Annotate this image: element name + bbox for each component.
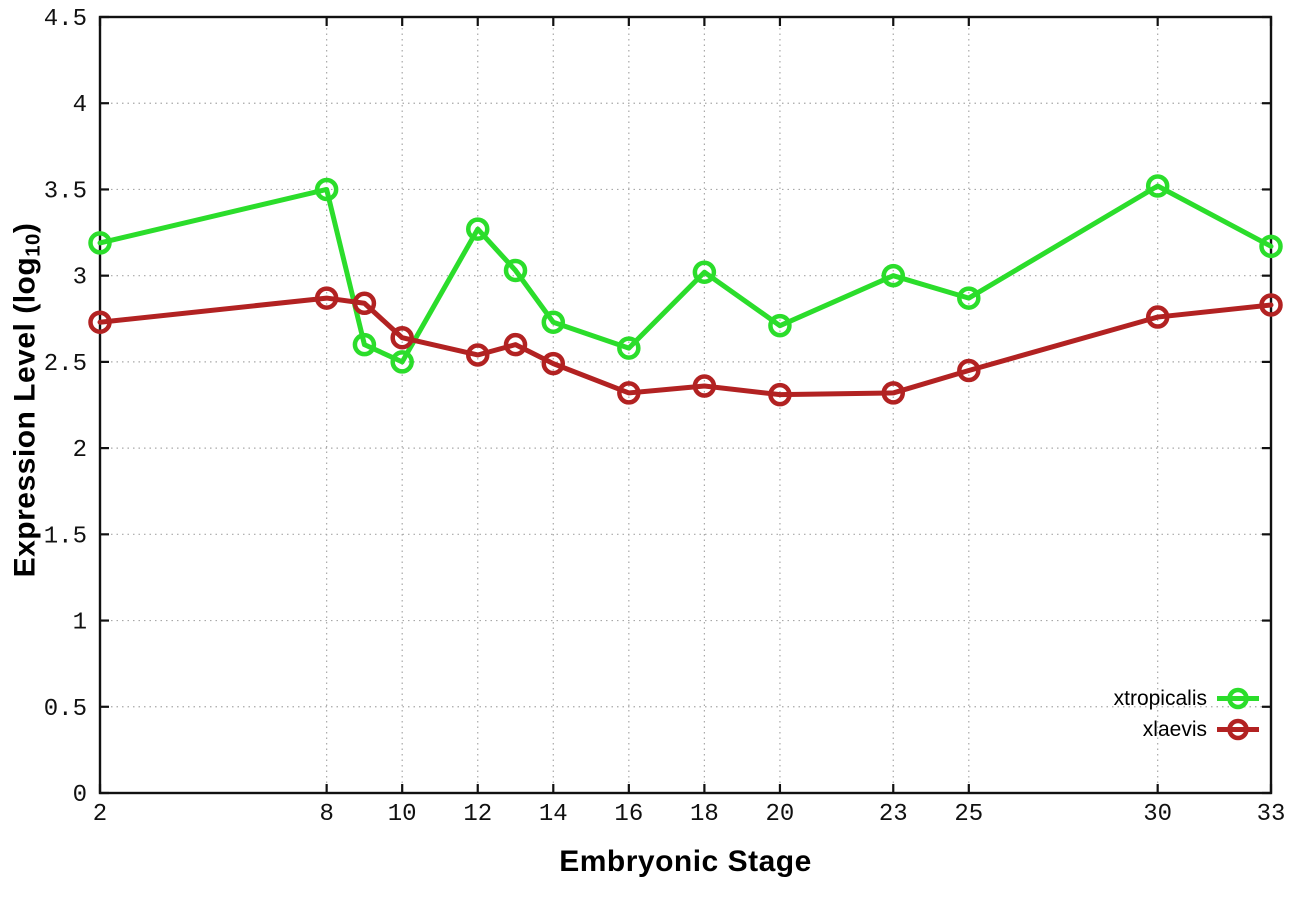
- data-point-xlaevis: [768, 382, 792, 407]
- data-point-xlaevis: [1259, 293, 1283, 317]
- x-tick-label: 16: [614, 801, 643, 828]
- y-tick-label: 3.5: [44, 178, 87, 205]
- y-tick-label: 4.5: [44, 6, 87, 33]
- x-tick-label: 23: [879, 801, 908, 828]
- series-line-xtropicalis: [97, 183, 1274, 365]
- x-tick-label: 30: [1143, 801, 1172, 828]
- y-axis-title-subscript: 10: [22, 233, 45, 257]
- data-point-xtropicalis: [692, 260, 717, 284]
- data-point-xtropicalis: [768, 313, 792, 338]
- x-tick-label: 10: [388, 801, 417, 828]
- x-tick-label: 2: [93, 801, 107, 828]
- data-point-xlaevis: [617, 381, 641, 405]
- x-tick-label: 33: [1257, 801, 1286, 828]
- x-tick-label: 8: [319, 801, 333, 828]
- x-axis-title: Embryonic Stage: [559, 845, 812, 878]
- data-point-xlaevis: [541, 351, 566, 376]
- x-tick-label: 14: [539, 801, 568, 828]
- data-point-xlaevis: [390, 325, 414, 350]
- data-point-xlaevis: [352, 291, 377, 316]
- y-tick-label: 0.5: [44, 696, 87, 723]
- data-point-xlaevis: [465, 343, 490, 367]
- data-point-xtropicalis: [541, 310, 566, 334]
- data-point-xlaevis: [503, 332, 528, 357]
- y-axis-title-text: Expression Level (log: [8, 256, 42, 578]
- data-point-xtropicalis: [957, 286, 981, 310]
- y-tick-label: 2: [73, 437, 87, 464]
- y-tick-label: 1.5: [44, 523, 87, 550]
- data-point-xlaevis: [314, 286, 339, 310]
- series-line-xlaevis: [97, 295, 1274, 398]
- x-tick-label: 25: [954, 801, 983, 828]
- y-tick-label: 1: [73, 610, 87, 637]
- data-point-xlaevis: [1145, 305, 1170, 329]
- legend: xtropicalis xlaevis: [1114, 685, 1260, 743]
- data-point-xlaevis: [881, 381, 906, 405]
- x-tick-label: 18: [690, 801, 719, 828]
- legend-marker-xlaevis: [1217, 718, 1259, 741]
- y-tick-label: 2.5: [44, 351, 87, 378]
- y-axis-title-suffix: ): [8, 222, 42, 234]
- data-point-xlaevis: [957, 358, 981, 383]
- plot-border: [98, 15, 1273, 795]
- legend-label: xtropicalis: [1113, 686, 1207, 710]
- data-point-xtropicalis: [465, 217, 490, 241]
- data-point-xtropicalis: [503, 258, 528, 283]
- data-point-xtropicalis: [1145, 174, 1170, 198]
- data-point-xlaevis: [692, 374, 717, 398]
- data-point-xtropicalis: [617, 336, 641, 360]
- legend-item-xtropicalis: xtropicalis: [1114, 685, 1260, 712]
- legend-label: xlaevis: [1142, 717, 1207, 741]
- x-tick-label: 20: [766, 801, 795, 828]
- y-tick-label: 3: [73, 265, 87, 292]
- data-point-xtropicalis: [390, 350, 414, 374]
- data-point-xtropicalis: [352, 332, 377, 357]
- data-point-xlaevis: [88, 310, 112, 334]
- legend-marker-xtropicalis: [1217, 687, 1259, 710]
- data-point-xtropicalis: [88, 231, 112, 255]
- data-point-xtropicalis: [314, 177, 339, 202]
- legend-item-xlaevis: xlaevis: [1143, 716, 1260, 743]
- y-tick-label: 4: [73, 92, 87, 119]
- data-point-xtropicalis: [1259, 234, 1283, 259]
- y-tick-label: 0: [73, 782, 87, 809]
- x-tick-label: 12: [463, 801, 492, 828]
- y-axis-title: Expression Level (log10): [8, 223, 45, 578]
- data-point-xtropicalis: [881, 263, 906, 288]
